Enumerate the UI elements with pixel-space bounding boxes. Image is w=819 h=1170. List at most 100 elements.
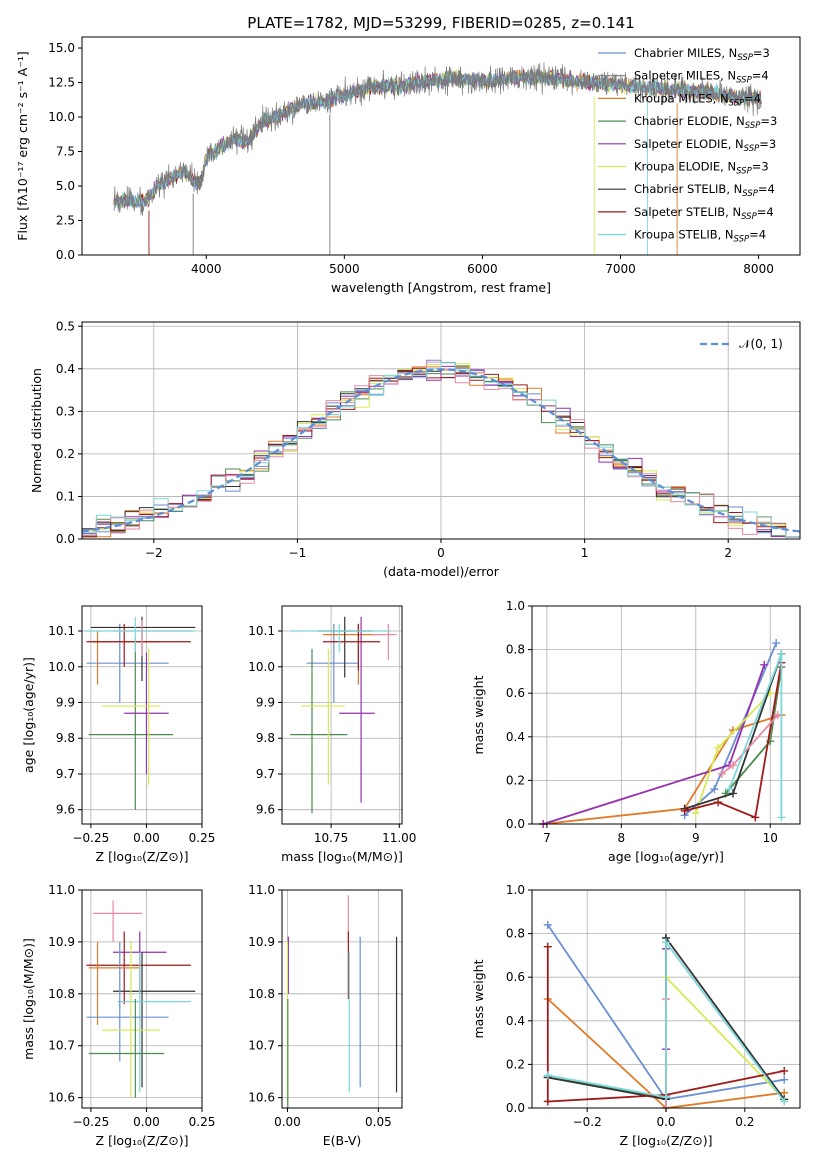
residuals-ytick-label: 0.1	[56, 489, 75, 503]
spectrum-xtick-label: 4000	[191, 262, 222, 276]
weight-age-ytick-label: 0.4	[506, 730, 525, 744]
residuals-ytick-label: 0.0	[56, 532, 75, 546]
ebv-mass-xtick-label: 0.05	[365, 1115, 392, 1129]
histogram-series	[82, 365, 800, 538]
weight-series	[546, 946, 785, 1103]
z-mass-xlabel: Z [log₁₀(Z/Z⊙)]	[96, 1133, 189, 1148]
weight-point	[772, 639, 781, 648]
weight-age-xtick-label: 8	[618, 831, 626, 845]
legend-normal-label: 𝒩(0, 1)	[739, 337, 783, 351]
weight-point	[714, 798, 723, 807]
z-mass-xtick-label: 0.00	[133, 1115, 160, 1129]
z-mass-xtick-label: 0.25	[189, 1115, 216, 1129]
z-age-ytick-label: 10.0	[48, 660, 75, 674]
spectrum-ytick-label: 12.5	[48, 76, 75, 90]
residuals-ytick-label: 0.2	[56, 447, 75, 461]
weight-z-xtick-label: 0.0	[656, 1115, 675, 1129]
weight-series	[542, 664, 766, 825]
ebv-mass-ytick-label: 10.9	[248, 935, 275, 949]
spectrum-ytick-label: 7.5	[56, 145, 75, 159]
ebv-mass-ytick-label: 10.6	[248, 1091, 275, 1105]
mass-age-ytick-label: 10.1	[248, 624, 275, 638]
z-age-xtick-label: 0.00	[133, 831, 160, 845]
mass-age-ytick-label: 9.6	[256, 803, 275, 817]
figure-title: PLATE=1782, MJD=53299, FIBERID=0285, z=0…	[247, 14, 634, 32]
weight-age-xlabel: age [log₁₀(age/yr)]	[608, 849, 724, 864]
weight-point	[710, 785, 719, 794]
residuals-xtick-label: 0	[437, 546, 445, 560]
z-mass-ytick-label: 10.6	[48, 1091, 75, 1105]
z-mass-ytick-label: 10.8	[48, 987, 75, 1001]
weight-z-ylabel: mass weight	[471, 959, 486, 1038]
legend-label: Chabrier ELODIE, NSSP=3	[634, 114, 777, 131]
residuals-xlabel: (data-model)/error	[383, 564, 500, 579]
ebv-mass-xlabel: E(B-V)	[323, 1133, 362, 1148]
weight-point	[725, 785, 734, 794]
weight-point	[729, 761, 737, 770]
residuals-xtick-label: −2	[145, 546, 163, 560]
weight-z-xtick-label: 0.2	[735, 1115, 754, 1129]
mass-age-ytick-label: 9.9	[256, 695, 275, 709]
z-age-xtick-label: 0.25	[189, 831, 216, 845]
legend-label: Kroupa STELIB, NSSP=4	[634, 228, 766, 245]
weight-point	[691, 809, 700, 818]
histogram-series	[82, 361, 800, 537]
spectrum-frame	[81, 36, 801, 256]
weight-age-ylabel: mass weight	[471, 675, 486, 754]
weight-point	[773, 711, 782, 719]
z-mass-ytick-label: 10.7	[48, 1039, 75, 1053]
normal-curve	[81, 368, 801, 533]
weight-z-ytick-label: 0.6	[506, 970, 525, 984]
z-mass-ytick-label: 10.9	[48, 935, 75, 949]
z-mass-ylabel: mass [log₁₀(M/M⊙)]	[21, 938, 36, 1060]
z-mass-ytick-label: 11.0	[48, 883, 75, 897]
weight-point	[777, 813, 786, 822]
weight-point	[662, 1093, 670, 1102]
weight-point	[780, 1066, 789, 1075]
weight-point	[680, 806, 689, 815]
weight-z-ytick-label: 0.8	[506, 927, 525, 941]
weight-age-ytick-label: 0.2	[506, 773, 525, 787]
z-age-ytick-label: 10.1	[48, 624, 75, 638]
weight-age-xtick-label: 10	[763, 831, 778, 845]
histogram-series	[82, 367, 800, 538]
residuals-ytick-label: 0.4	[56, 362, 75, 376]
legend-label: Kroupa ELODIE, NSSP=3	[634, 160, 769, 177]
spectrum-series	[114, 62, 762, 216]
legend-label: Chabrier STELIB, NSSP=4	[634, 182, 775, 199]
residuals-ylabel: Normed distribution	[29, 368, 44, 493]
weight-point	[543, 1071, 552, 1080]
weight-point	[729, 789, 737, 798]
spectrum-xtick-label: 6000	[467, 262, 498, 276]
weight-series	[665, 976, 785, 1100]
weight-z-ytick-label: 1.0	[506, 883, 525, 897]
spectrum-xtick-label: 7000	[605, 262, 636, 276]
weight-point	[780, 1097, 789, 1106]
weight-age-frame	[531, 605, 801, 825]
z-age-xlabel: Z [log₁₀(Z/Z⊙)]	[96, 849, 189, 864]
weight-point	[543, 942, 552, 951]
legend-label: Salpeter MILES, NSSP=4	[634, 69, 769, 86]
ebv-mass-ytick-label: 11.0	[248, 883, 275, 897]
legend-label: Chabrier MILES, NSSP=3	[634, 46, 770, 63]
mass-age-frame	[281, 605, 403, 825]
weight-point	[760, 660, 769, 669]
residuals-xtick-label: 2	[724, 546, 732, 560]
z-age-xtick-label: −0.25	[72, 831, 109, 845]
mass-age-ytick-label: 9.8	[256, 731, 275, 745]
weight-age-ytick-label: 0.8	[506, 643, 525, 657]
spectrum-xlabel: wavelength [Angstrom, rest frame]	[331, 280, 551, 295]
z-age-ylabel: age [log₁₀(age/yr)]	[21, 657, 36, 773]
spectrum-ytick-label: 5.0	[56, 179, 75, 193]
residuals-ytick-label: 0.3	[56, 404, 75, 418]
weight-point	[714, 743, 723, 752]
weight-point	[780, 1075, 789, 1084]
residuals-xtick-label: 1	[581, 546, 589, 560]
z-mass-frame	[81, 889, 203, 1109]
ebv-mass-frame	[281, 889, 403, 1109]
ebv-mass-ytick-label: 10.8	[248, 987, 275, 1001]
spectrum-ylabel: Flux [fλ10⁻¹⁷ erg cm⁻² s⁻¹ A⁻¹]	[15, 51, 30, 240]
weight-age-ytick-label: 0.6	[506, 686, 525, 700]
mass-age-xlabel: mass [log₁₀(M/M⊙)]	[281, 849, 403, 864]
